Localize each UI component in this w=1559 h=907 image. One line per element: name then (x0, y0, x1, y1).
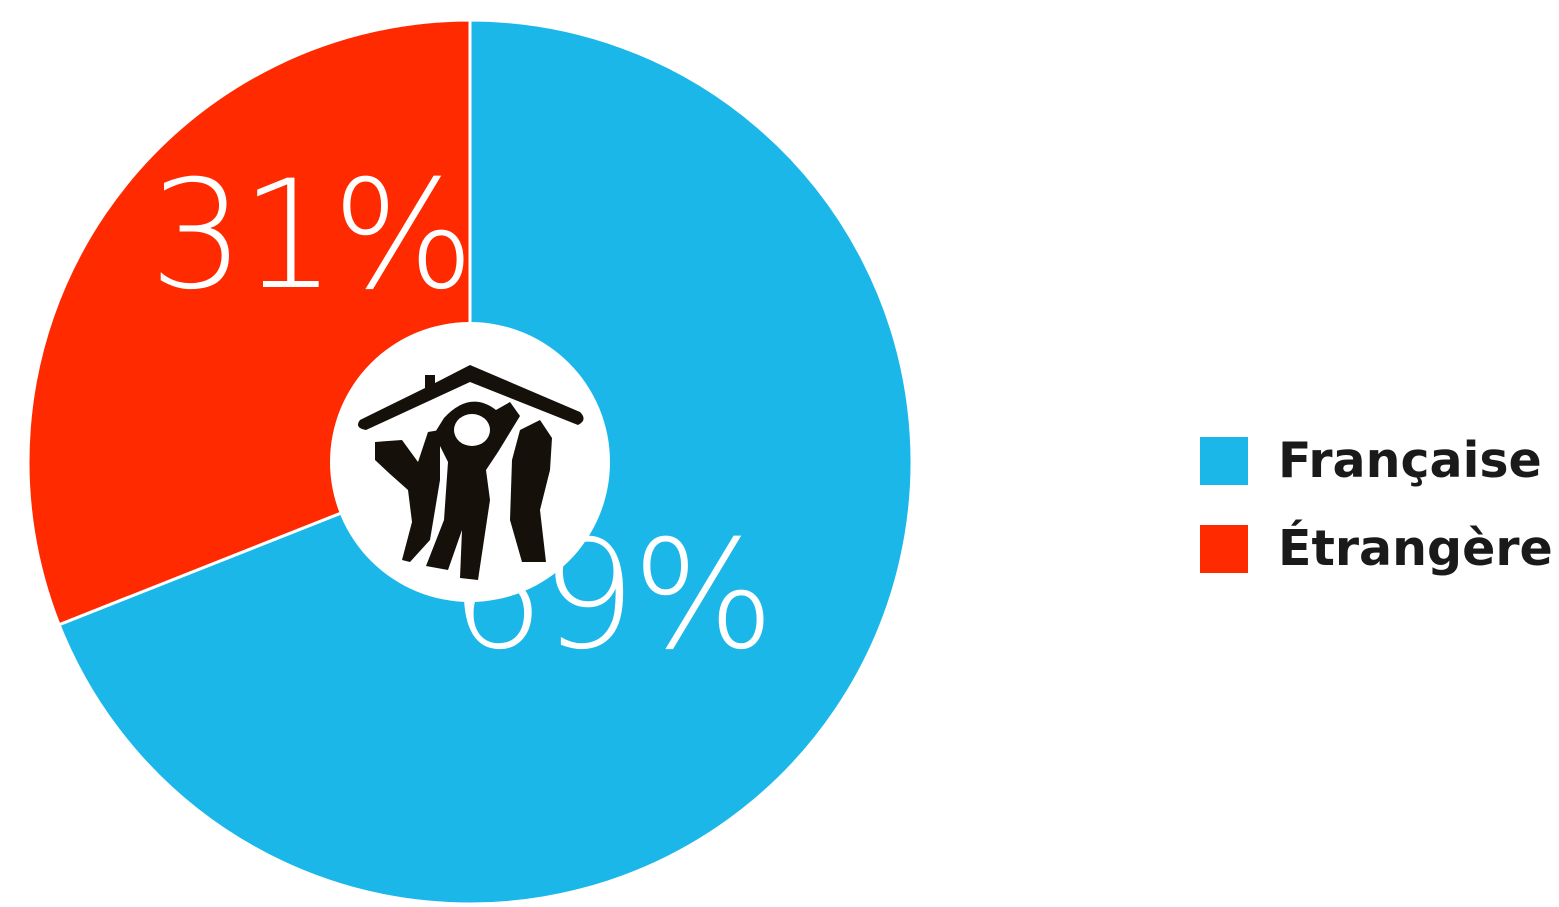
legend-item-francaise: Française (1200, 432, 1553, 490)
legend-item-etrangere: Étrangère (1200, 520, 1553, 578)
slice-value-label-etrangere: 31% (149, 149, 470, 323)
legend-swatch-etrangere (1200, 525, 1248, 573)
legend: Française Étrangère (1200, 432, 1553, 608)
legend-swatch-francaise (1200, 437, 1248, 485)
legend-label-francaise: Française (1278, 432, 1542, 489)
legend-label-etrangere: Étrangère (1278, 520, 1553, 577)
house-family-logo-icon (358, 365, 584, 580)
